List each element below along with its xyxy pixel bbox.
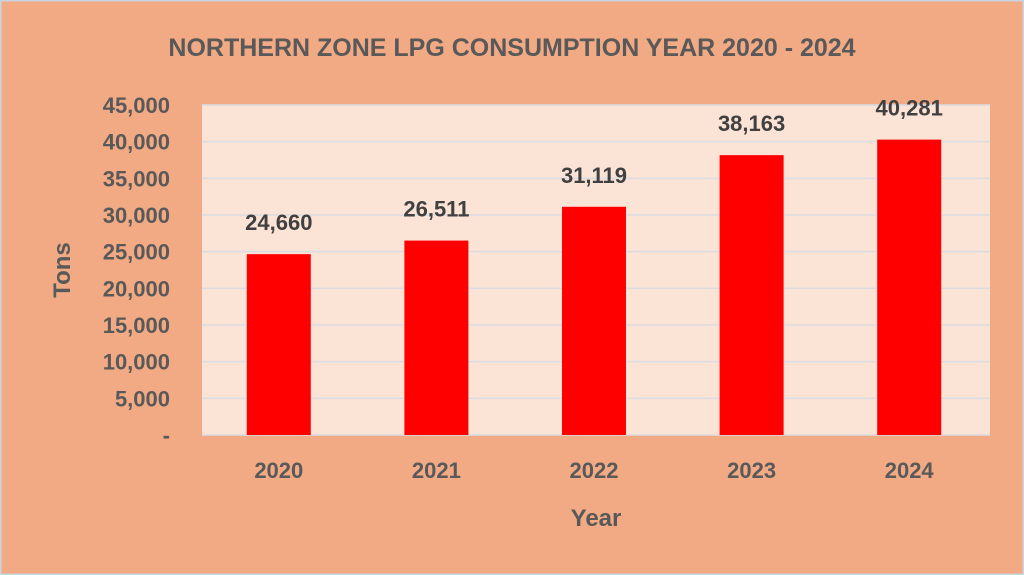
y-tick-label: 5,000: [115, 386, 170, 411]
bar-2020: [246, 254, 311, 435]
bar-2024: [877, 139, 942, 435]
bar-2023: [719, 155, 784, 435]
data-labels: 24,660 26,511 31,119 38,163 40,281: [245, 96, 943, 236]
y-tick-label: 20,000: [103, 276, 170, 301]
y-tick-label: 35,000: [103, 166, 170, 191]
y-tick-label: 40,000: [103, 130, 170, 155]
x-axis-ticks: 2020 2021 2022 2023 2024: [254, 458, 934, 483]
data-label: 24,660: [245, 210, 312, 235]
y-tick-label: 15,000: [103, 313, 170, 338]
data-label: 31,119: [561, 163, 627, 188]
bars: [246, 139, 942, 435]
x-axis-label: Year: [571, 505, 622, 532]
x-tick-label: 2021: [412, 458, 461, 483]
y-axis-ticks: - 5,000 10,000 15,000 20,000 25,000 30,000 35,0…: [103, 93, 170, 448]
y-tick-label: -: [163, 423, 170, 448]
chart-title: NORTHERN ZONE LPG CONSUMPTION YEAR 2020 …: [168, 34, 855, 62]
y-tick-label: 10,000: [103, 350, 170, 375]
y-tick-label: 25,000: [103, 240, 170, 265]
x-tick-label: 2020: [254, 458, 303, 483]
y-tick-label: 45,000: [103, 93, 170, 118]
x-tick-label: 2022: [570, 458, 619, 483]
bar-2022: [562, 206, 626, 435]
bar-2021: [404, 240, 469, 435]
x-tick-label: 2023: [727, 458, 776, 483]
data-label: 38,163: [718, 111, 785, 136]
data-label: 40,281: [876, 96, 943, 121]
y-axis-label: Tons: [49, 242, 76, 298]
y-tick-label: 30,000: [103, 203, 170, 228]
data-label: 26,511: [403, 197, 469, 222]
x-tick-label: 2024: [885, 458, 935, 483]
